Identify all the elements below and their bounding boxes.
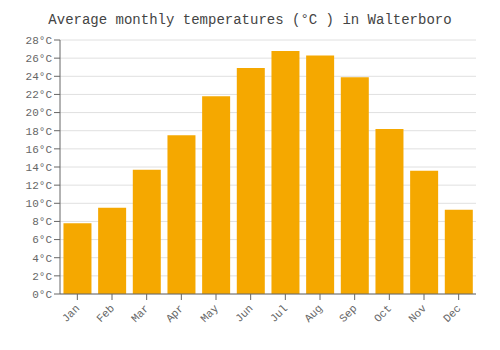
svg-text:Feb: Feb: [94, 302, 116, 324]
svg-text:Aug: Aug: [302, 302, 324, 324]
svg-text:14°C: 14°C: [26, 162, 53, 174]
svg-text:6°C: 6°C: [32, 234, 52, 246]
svg-text:Jul: Jul: [268, 302, 290, 324]
svg-text:8°C: 8°C: [32, 216, 52, 228]
svg-text:18°C: 18°C: [26, 126, 53, 138]
svg-text:22°C: 22°C: [26, 89, 53, 101]
svg-text:2°C: 2°C: [32, 271, 52, 283]
svg-text:20°C: 20°C: [26, 107, 53, 119]
svg-text:12°C: 12°C: [26, 180, 53, 192]
svg-text:Nov: Nov: [406, 302, 429, 325]
svg-text:Apr: Apr: [164, 302, 186, 324]
svg-text:Sep: Sep: [337, 302, 359, 324]
svg-text:16°C: 16°C: [26, 144, 53, 156]
svg-text:Jun: Jun: [233, 302, 255, 324]
html-text:Average monthly temperatures (: Average monthly temperatures (°C ) in Wa…: [48, 12, 452, 28]
svg-text:Dec: Dec: [441, 302, 463, 324]
svg-text:10°C: 10°C: [26, 198, 53, 210]
svg-text:Mar: Mar: [129, 302, 151, 324]
svg-text:May: May: [198, 302, 221, 325]
svg-text:Oct: Oct: [372, 302, 394, 324]
svg-text:26°C: 26°C: [26, 53, 53, 65]
svg-text:Jan: Jan: [60, 302, 82, 324]
svg-text:0°C: 0°C: [32, 289, 52, 301]
svg-text:28°C: 28°C: [26, 35, 53, 47]
svg-text:4°C: 4°C: [32, 253, 52, 265]
svg-text:24°C: 24°C: [26, 71, 53, 83]
